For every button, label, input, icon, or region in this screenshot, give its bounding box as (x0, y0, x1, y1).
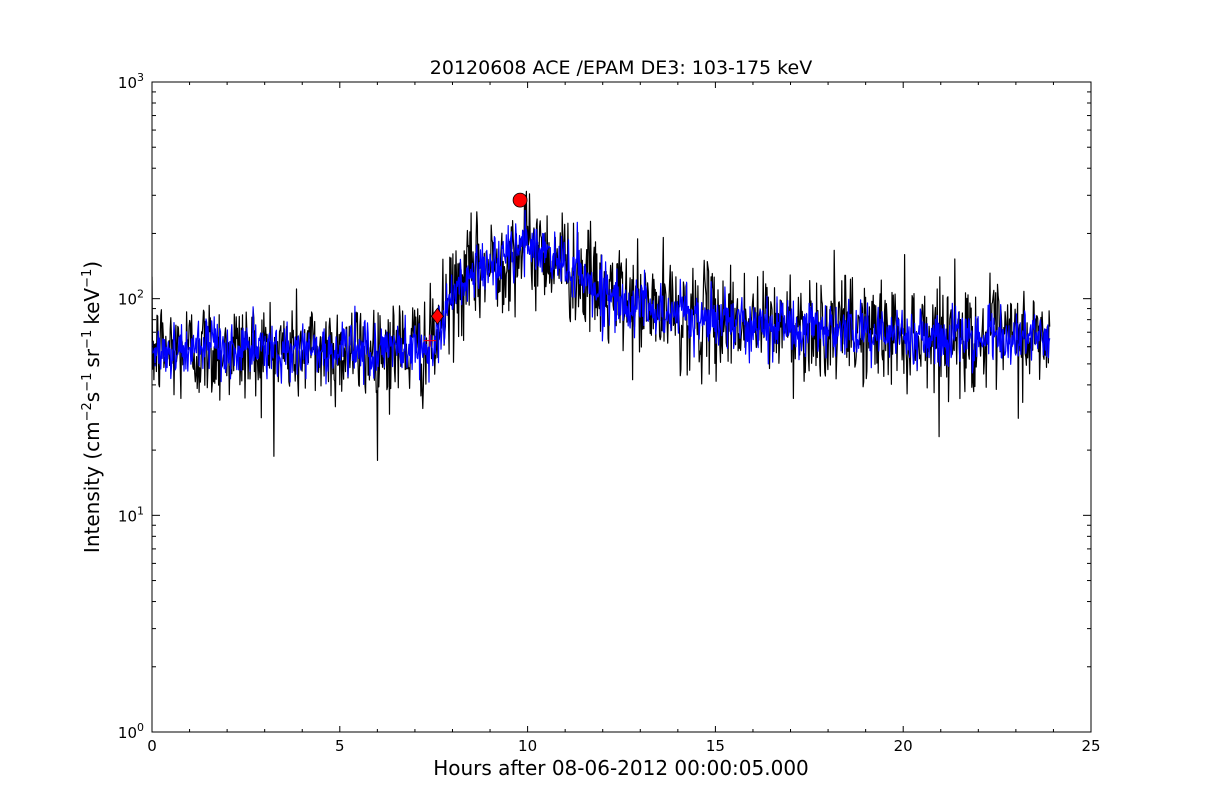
x-tick-label: 20 (894, 737, 913, 755)
onset-diamond-marker (430, 307, 444, 325)
peak-circle-marker (512, 192, 528, 208)
onset-cross-marker (423, 334, 436, 347)
marker-layer (423, 192, 528, 347)
x-tick-label: 25 (1081, 737, 1100, 755)
y-tick-base: 10 (118, 507, 137, 525)
y-axis-label-exp2: −1 (80, 373, 95, 392)
x-axis-label: Hours after 08-06-2012 00:00:05.000 (433, 756, 809, 780)
y-tick-label: 101 (118, 504, 144, 525)
plot-frame (151, 81, 1092, 733)
y-axis-label-sr: sr (80, 348, 104, 367)
x-tick-label: 0 (147, 737, 157, 755)
chart-title: 20120608 ACE /EPAM DE3: 103-175 keV (430, 57, 812, 79)
y-axis-label-kev: keV (80, 288, 104, 325)
y-tick-exp: 2 (137, 288, 144, 301)
y-axis-label-suffix: ) (80, 261, 104, 269)
y-axis-label-prefix: Intensity (cm (80, 421, 104, 553)
y-axis-label-exp3: −1 (80, 330, 95, 349)
plot-area (151, 81, 1092, 733)
x-tick-label: 10 (518, 737, 537, 755)
series-line-smoothed (152, 209, 1051, 385)
y-tick-label: 103 (118, 71, 144, 92)
x-tick-label: 5 (335, 737, 345, 755)
y-tick-exp: 0 (137, 721, 144, 734)
y-tick-base: 10 (118, 291, 137, 309)
y-tick-base: 10 (118, 74, 137, 92)
y-tick-exp: 3 (137, 71, 144, 84)
y-tick-label: 100 (118, 721, 144, 742)
series-layer (152, 190, 1051, 461)
y-axis-label-exp1: −2 (80, 402, 95, 421)
x-tick-label: 15 (706, 737, 725, 755)
y-tick-base: 10 (118, 724, 137, 742)
y-axis-label: Intensity (cm−2s−1sr−1keV−1) (80, 261, 104, 553)
y-tick-exp: 1 (137, 504, 144, 517)
y-axis-label-s: s (80, 392, 104, 402)
y-tick-label: 102 (118, 288, 144, 309)
y-axis-label-exp4: −1 (80, 269, 95, 288)
